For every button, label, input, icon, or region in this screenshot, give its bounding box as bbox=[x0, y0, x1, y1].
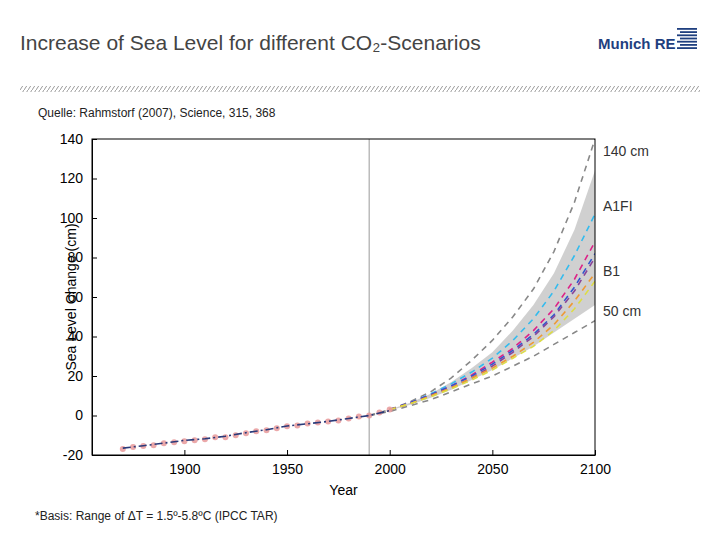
tick-label: 2100 bbox=[580, 461, 611, 477]
slide-title: Increase of Sea Level for different CO₂-… bbox=[20, 31, 481, 54]
series-line bbox=[390, 281, 595, 409]
annotation: 50 cm bbox=[603, 303, 641, 319]
tick: 0 bbox=[75, 407, 97, 423]
tick-mark bbox=[92, 455, 97, 456]
logo-bar bbox=[677, 47, 697, 49]
annotation: B1 bbox=[603, 263, 620, 279]
tick-mark bbox=[390, 450, 391, 455]
series-line bbox=[123, 411, 390, 449]
series-line bbox=[390, 258, 595, 410]
tick-mark bbox=[184, 450, 185, 455]
tick-mark bbox=[92, 218, 97, 219]
reference-line bbox=[369, 139, 370, 455]
header-separator bbox=[20, 86, 700, 92]
tick: 2100 bbox=[580, 450, 611, 477]
tick-mark bbox=[492, 450, 493, 455]
y-axis: -20020406080100120140 bbox=[60, 131, 97, 463]
tick: 1900 bbox=[169, 450, 200, 477]
logo-bar bbox=[677, 41, 697, 43]
tick-mark bbox=[92, 258, 97, 259]
logo-bar bbox=[677, 34, 697, 36]
tick-label: 1950 bbox=[272, 461, 303, 477]
logo-icon bbox=[677, 28, 697, 49]
tick: 140 bbox=[60, 131, 97, 147]
annotation: 140 cm bbox=[603, 143, 649, 159]
tick: 120 bbox=[60, 170, 97, 186]
tick-label: -20 bbox=[63, 447, 83, 463]
x-axis-title: Year bbox=[329, 482, 358, 498]
slide: Increase of Sea Level for different CO₂-… bbox=[0, 0, 720, 540]
logo-text: Munich RE bbox=[598, 35, 676, 52]
series-line bbox=[390, 273, 595, 409]
logo-bar bbox=[680, 31, 697, 33]
tick: 2050 bbox=[477, 450, 508, 477]
tick-mark bbox=[92, 416, 97, 417]
tick-label: 140 bbox=[60, 131, 84, 147]
tick-label: 2050 bbox=[477, 461, 508, 477]
annotation: A1FI bbox=[603, 198, 633, 214]
plot-frame bbox=[92, 139, 595, 455]
plot-area bbox=[120, 139, 595, 455]
logo-bar bbox=[680, 44, 697, 46]
tick-label: 120 bbox=[60, 170, 84, 186]
logo-bar bbox=[677, 28, 697, 30]
tick-mark bbox=[92, 297, 97, 298]
tick: 1950 bbox=[272, 450, 303, 477]
tick-mark bbox=[92, 179, 97, 180]
observed-point bbox=[212, 434, 218, 440]
tick-mark bbox=[92, 139, 97, 140]
tick-mark bbox=[92, 376, 97, 377]
tick: -20 bbox=[63, 447, 97, 463]
tick: 2000 bbox=[375, 450, 406, 477]
band-area bbox=[369, 171, 595, 416]
logo-bar bbox=[680, 38, 697, 40]
series-line bbox=[390, 242, 595, 410]
tick-mark bbox=[595, 450, 596, 455]
series-line bbox=[369, 139, 595, 416]
series-line bbox=[390, 214, 595, 410]
x-axis: 1900 1950 2000 2050 2100 bbox=[93, 450, 612, 477]
tick-label: 0 bbox=[75, 407, 83, 423]
observed-point bbox=[120, 446, 126, 452]
series-line bbox=[390, 254, 595, 410]
tick-mark bbox=[287, 450, 288, 455]
tick-label: 2000 bbox=[375, 461, 406, 477]
source-note: Quelle: Rahmstorf (2007), Science, 315, … bbox=[38, 106, 276, 120]
axis-line bbox=[93, 455, 596, 456]
footnote: *Basis: Range of ΔT = 1.5º-5.8ºC (IPCC T… bbox=[35, 509, 278, 523]
tick-mark bbox=[92, 337, 97, 338]
tick-label: 1900 bbox=[169, 461, 200, 477]
y-axis-title: Sea Level Change (cm) bbox=[63, 223, 79, 370]
